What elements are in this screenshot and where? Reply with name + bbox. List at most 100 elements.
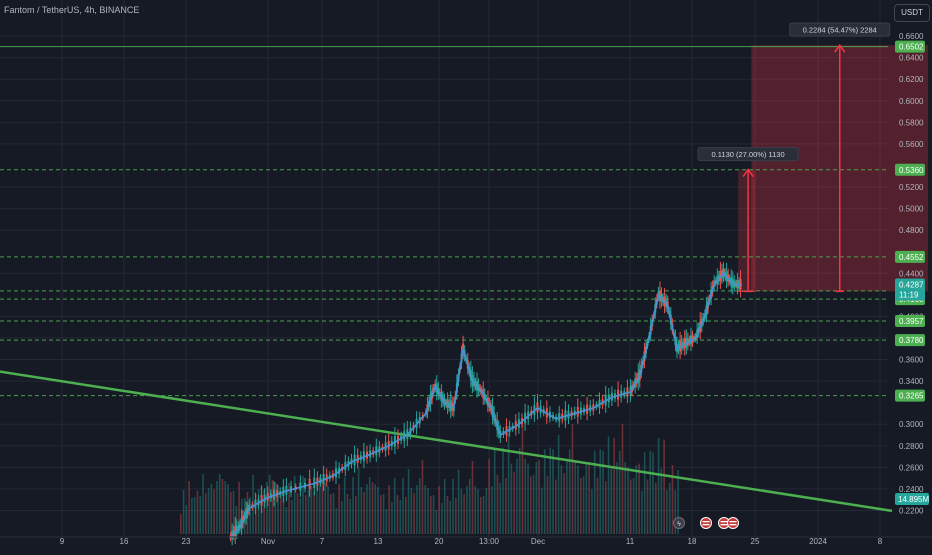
volume-bar [580, 478, 582, 534]
volume-bar [341, 501, 343, 534]
volume-bar [666, 490, 668, 534]
volume-bar [646, 479, 649, 534]
volume-bar [557, 434, 560, 534]
time-axis[interactable]: 9 16 23 Nov 7 13 20 13:00 Dec 11 18 25 2024 8 [0, 536, 932, 546]
volume-bar [368, 477, 371, 534]
volume-bar [210, 484, 213, 534]
volume-bar [266, 482, 268, 534]
volume-bar [466, 486, 468, 534]
volume-bar [671, 465, 674, 534]
volume-bar [277, 485, 279, 534]
event-icons[interactable]: ϟ [673, 517, 739, 529]
volume-bar [571, 424, 574, 534]
volume-bar [418, 478, 421, 534]
volume-bar [585, 463, 588, 534]
volume-bar [216, 481, 218, 534]
price-tick-label: 0.5000 [899, 205, 924, 214]
volume-bar [568, 449, 571, 534]
volume-bar [657, 438, 660, 534]
volume-bar [221, 479, 224, 534]
volume-bar [627, 466, 629, 534]
price-tick-label: 0.3600 [899, 356, 924, 365]
volume-bar [382, 494, 385, 534]
us-flag-icon-stripe [702, 524, 710, 526]
volume-bar [552, 449, 554, 534]
currency-button[interactable]: USDT [894, 4, 930, 22]
volume-bar [257, 489, 260, 534]
volume-bar [293, 476, 296, 534]
volume-bar [371, 482, 374, 534]
volume-bar [632, 478, 635, 534]
trendline[interactable] [0, 370, 893, 513]
volume-bar [249, 497, 252, 534]
volume-bar [399, 500, 402, 534]
trendline-line [0, 370, 893, 513]
volume-bar [182, 490, 185, 534]
volume-bar [227, 484, 229, 534]
volume-bar [449, 501, 452, 534]
volume-bar [357, 468, 360, 534]
volume-bar [305, 495, 307, 534]
measure-arrowhead [742, 168, 754, 178]
current-price-label: 0.4287 [899, 280, 924, 289]
volume-bar [232, 491, 235, 534]
volume-bar [643, 452, 646, 534]
measurements[interactable]: 0.1130 (27.00%) 1130 0.2284 (54.47%) 2284 [697, 22, 891, 293]
volume-bar [588, 462, 590, 534]
volume-bar [335, 508, 338, 534]
volume-bar [402, 478, 404, 534]
volume-bar [499, 482, 502, 534]
volume-bar [430, 496, 432, 534]
volume-bar [199, 496, 202, 534]
volume-bar [652, 452, 654, 534]
volume-bar [599, 449, 602, 534]
level-label: 0.3265 [899, 392, 924, 401]
level-label: 0.4552 [899, 253, 924, 262]
lightning-icon-glyph: ϟ [677, 521, 681, 528]
volume-label-box [895, 493, 929, 505]
horizontal-levels [0, 46, 888, 397]
time-tick-label: 7 [320, 537, 325, 546]
volume-bar [413, 493, 415, 534]
volume-bar [218, 474, 221, 534]
price-axis[interactable]: 0.6600 0.6400 0.6200 0.6000 0.5800 0.5600 0.52… [895, 32, 929, 515]
level-label: 0.3780 [899, 336, 924, 345]
level-label-box [895, 40, 925, 53]
volume-bar [546, 476, 549, 534]
price-tick-label: 0.4400 [899, 269, 924, 278]
volume-bar [438, 486, 440, 534]
volume-bar [610, 466, 613, 534]
volume-bar [321, 481, 324, 534]
price-tick-label: 0.2600 [899, 463, 924, 472]
volume-bar [330, 494, 332, 534]
price-tick-label: 0.2400 [899, 485, 924, 494]
volume-bar [443, 479, 446, 534]
time-tick-label: 9 [60, 537, 65, 546]
time-tick-label: 11 [626, 537, 635, 546]
volume-bar [663, 439, 665, 534]
volume-bar [510, 463, 513, 534]
volume-bar [532, 474, 535, 534]
price-tick-label: 0.6000 [899, 97, 924, 106]
us-flag-icon-stripe [720, 521, 728, 523]
us-flag-icon-stripe [729, 521, 737, 523]
volume-bar [360, 487, 363, 534]
us-flag-icon-stripe [702, 521, 710, 523]
level-label-box [895, 389, 925, 402]
volume-bar [596, 478, 599, 534]
price-tick-label: 0.2200 [899, 506, 924, 515]
volume-bar [524, 458, 527, 534]
level-label: 0.6502 [899, 43, 924, 52]
volume-bar [655, 482, 657, 534]
time-tick-label: 20 [435, 537, 444, 546]
volume-bar [602, 450, 604, 534]
measure-label-box [789, 22, 891, 37]
lightning-icon [673, 517, 685, 529]
time-tick-label: Dec [531, 537, 545, 546]
volume-bar [457, 470, 460, 534]
volume-bar [424, 485, 427, 534]
volume-bar [393, 478, 396, 534]
volume-bar [618, 450, 621, 534]
